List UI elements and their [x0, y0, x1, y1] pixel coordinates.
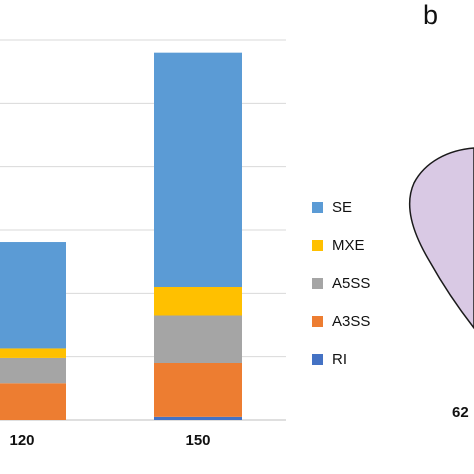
legend: SE MXE A5SS A3SS RI	[312, 188, 412, 378]
legend-label-mxe: MXE	[332, 236, 365, 254]
legend-label-a3ss: A3SS	[332, 312, 371, 330]
legend-label-a5ss: A5SS	[332, 274, 371, 292]
legend-label-se: SE	[332, 198, 353, 216]
legend-item-mxe: MXE	[312, 226, 412, 264]
legend-label-ri: RI	[332, 350, 347, 368]
bar-150-a5ss	[154, 315, 242, 363]
legend-swatch-a5ss	[312, 277, 323, 289]
x-tick-labels: 120 150	[9, 432, 210, 449]
bar-150-se	[154, 52, 242, 287]
bar-150-mxe	[154, 287, 242, 316]
bar-120-se	[0, 242, 66, 349]
venn-diagram	[408, 147, 474, 330]
legend-swatch-ri	[312, 353, 323, 365]
legend-item-ri: RI	[312, 340, 412, 378]
legend-item-a5ss: A5SS	[312, 264, 412, 302]
bar-150-ri	[154, 416, 242, 420]
legend-swatch-mxe	[312, 239, 323, 251]
x-tick-label-150: 150	[185, 432, 210, 449]
bar-150-a3ss	[154, 363, 242, 417]
bar-120-a3ss	[0, 383, 66, 420]
venn-set-shape	[408, 147, 474, 330]
panel-b-label: b	[423, 0, 439, 30]
legend-item-a3ss: A3SS	[312, 302, 412, 340]
legend-swatch-a3ss	[312, 315, 323, 327]
venn-count-label: 62	[452, 404, 469, 421]
bar-120-mxe	[0, 348, 66, 358]
x-tick-label-120: 120	[9, 432, 34, 449]
bars	[0, 52, 242, 420]
bar-120-a5ss	[0, 357, 66, 384]
legend-item-se: SE	[312, 188, 412, 226]
legend-swatch-se	[312, 201, 323, 213]
